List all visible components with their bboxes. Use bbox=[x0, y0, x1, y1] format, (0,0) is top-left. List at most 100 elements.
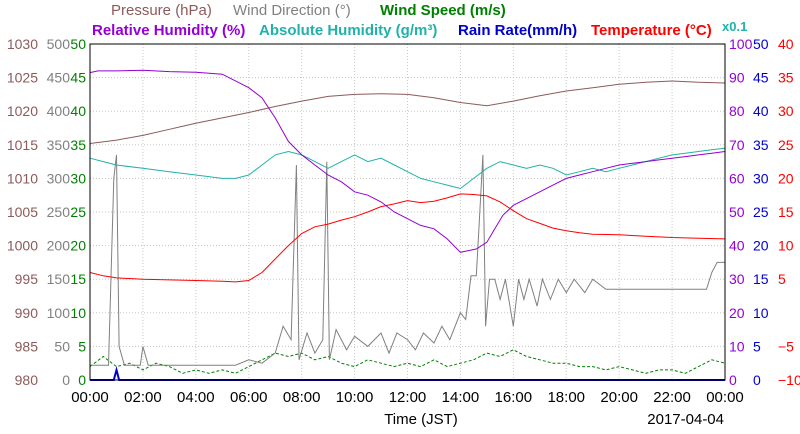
y-tick-label-wind-speed: 50 bbox=[70, 36, 86, 52]
y-tick-label-wind-speed: 45 bbox=[70, 70, 86, 86]
y-tick-label-relative-humidity: 0 bbox=[729, 372, 737, 388]
y-tick-label-pressure: 1020 bbox=[7, 103, 38, 119]
x-tick-label: 00:00 bbox=[706, 389, 744, 406]
y-tick-label-wind-direction: 450 bbox=[47, 70, 71, 86]
y-tick-label-wind-speed: 35 bbox=[70, 137, 86, 153]
y-tick-label-wind-speed: 40 bbox=[70, 103, 86, 119]
y-tick-label-relative-humidity: 80 bbox=[729, 103, 745, 119]
y-tick-label-pressure: 1005 bbox=[7, 204, 38, 220]
x-tick-label: 16:00 bbox=[495, 389, 533, 406]
y-tick-label-relative-humidity: 60 bbox=[729, 170, 745, 186]
series-line-relative-humidity bbox=[89, 69, 726, 253]
series-line-wind-direction bbox=[90, 154, 725, 366]
y-tick-label-temperature: 10 bbox=[778, 238, 794, 254]
series-line-wind-speed bbox=[89, 349, 726, 374]
y-tick-label-pressure: 1000 bbox=[7, 238, 38, 254]
y-tick-label-wind-speed: 0 bbox=[78, 372, 86, 388]
y-tick-label-rain-rate: 25 bbox=[753, 204, 769, 220]
series-line-absolute-humidity bbox=[89, 147, 726, 190]
legend-wind-direction: Wind Direction (°) bbox=[233, 2, 351, 19]
x-tick-label: 22:00 bbox=[653, 389, 691, 406]
grid bbox=[90, 44, 725, 380]
y-tick-label-temperature: 5 bbox=[778, 271, 786, 287]
y-tick-label-temperature: 35 bbox=[778, 70, 794, 86]
y-tick-label-pressure: 1030 bbox=[7, 36, 38, 52]
legend-absolute-humidity: Absolute Humidity (g/m³) bbox=[259, 22, 437, 39]
series-line-temperature bbox=[89, 193, 726, 283]
legend-wind-speed: Wind Speed (m/s) bbox=[380, 2, 506, 19]
y-tick-label-wind-direction: 50 bbox=[54, 338, 70, 354]
x-tick-label: 04:00 bbox=[177, 389, 215, 406]
x-tick-label: 14:00 bbox=[442, 389, 480, 406]
y-tick-label-wind-speed: 25 bbox=[70, 204, 86, 220]
y-tick-label-pressure: 1010 bbox=[7, 170, 38, 186]
series-line-pressure bbox=[89, 80, 726, 144]
x-tick-label: 10:00 bbox=[336, 389, 374, 406]
legend-relative-humidity: Relative Humidity (%) bbox=[92, 22, 245, 39]
y-tick-label-wind-direction: 0 bbox=[62, 372, 70, 388]
y-tick-label-rain-rate: 35 bbox=[753, 137, 769, 153]
x-axis-title: Time (JST) bbox=[384, 411, 458, 428]
y-tick-label-wind-speed: 10 bbox=[70, 305, 86, 321]
legend-multiplier: x0.1 bbox=[722, 19, 747, 34]
y-tick-label-wind-speed: 20 bbox=[70, 238, 86, 254]
y-tick-label-temperature: −10 bbox=[778, 372, 800, 388]
y-tick-label-temperature: 40 bbox=[778, 36, 794, 52]
y-axes: 1030102510201015101010051000995990985980… bbox=[7, 36, 800, 388]
x-tick-label: 02:00 bbox=[124, 389, 162, 406]
y-tick-label-pressure: 1025 bbox=[7, 70, 38, 86]
y-tick-label-relative-humidity: 100 bbox=[729, 36, 753, 52]
y-tick-label-temperature: 20 bbox=[778, 170, 794, 186]
legend-temperature: Temperature (°C) bbox=[591, 22, 712, 39]
y-tick-label-relative-humidity: 90 bbox=[729, 70, 745, 86]
y-tick-label-pressure: 995 bbox=[15, 271, 39, 287]
y-tick-label-wind-direction: 150 bbox=[47, 271, 71, 287]
y-tick-label-pressure: 985 bbox=[15, 338, 39, 354]
y-tick-label-rain-rate: 45 bbox=[753, 70, 769, 86]
y-tick-label-wind-speed: 15 bbox=[70, 271, 86, 287]
y-tick-label-wind-speed: 5 bbox=[78, 338, 86, 354]
x-tick-label: 18:00 bbox=[547, 389, 585, 406]
plot-frame bbox=[89, 43, 726, 381]
y-tick-label-temperature: 25 bbox=[778, 137, 794, 153]
y-tick-label-wind-speed: 30 bbox=[70, 170, 86, 186]
y-tick-label-wind-direction: 350 bbox=[47, 137, 71, 153]
y-tick-label-rain-rate: 15 bbox=[753, 271, 769, 287]
y-tick-label-relative-humidity: 10 bbox=[729, 338, 745, 354]
y-tick-label-relative-humidity: 40 bbox=[729, 238, 745, 254]
y-tick-label-temperature: 15 bbox=[778, 204, 794, 220]
y-tick-label-wind-direction: 100 bbox=[47, 305, 71, 321]
y-tick-label-rain-rate: 0 bbox=[753, 372, 761, 388]
x-tick-label: 08:00 bbox=[283, 389, 321, 406]
x-tick-label: 20:00 bbox=[600, 389, 638, 406]
y-tick-label-relative-humidity: 50 bbox=[729, 204, 745, 220]
x-tick-label: 12:00 bbox=[389, 389, 427, 406]
y-tick-label-rain-rate: 30 bbox=[753, 170, 769, 186]
y-tick-label-rain-rate: 40 bbox=[753, 103, 769, 119]
y-tick-label-temperature: 30 bbox=[778, 103, 794, 119]
y-tick-label-wind-direction: 200 bbox=[47, 238, 71, 254]
y-tick-label-rain-rate: 20 bbox=[753, 238, 769, 254]
y-tick-label-wind-direction: 500 bbox=[47, 36, 71, 52]
y-tick-label-pressure: 1015 bbox=[7, 137, 38, 153]
y-tick-label-rain-rate: 10 bbox=[753, 305, 769, 321]
y-tick-label-wind-direction: 250 bbox=[47, 204, 71, 220]
y-tick-label-temperature: −5 bbox=[778, 338, 794, 354]
x-tick-label: 06:00 bbox=[230, 389, 268, 406]
x-axis: 00:00 02:00 04:00 06:00 08:00 10:00 12:00 14:00… bbox=[71, 389, 744, 406]
date-label: 2017-04-04 bbox=[647, 411, 724, 428]
legend-pressure: Pressure (hPa) bbox=[111, 2, 212, 19]
x-tick-label: 00:00 bbox=[71, 389, 109, 406]
legend-rain-rate: Rain Rate(mm/h) bbox=[458, 22, 577, 39]
y-tick-label-pressure: 990 bbox=[15, 305, 39, 321]
y-tick-label-wind-direction: 400 bbox=[47, 103, 71, 119]
y-tick-label-relative-humidity: 30 bbox=[729, 271, 745, 287]
y-tick-label-wind-direction: 300 bbox=[47, 170, 71, 186]
y-tick-label-rain-rate: 50 bbox=[753, 36, 769, 52]
y-tick-label-pressure: 980 bbox=[15, 372, 39, 388]
y-tick-label-relative-humidity: 20 bbox=[729, 305, 745, 321]
y-tick-label-relative-humidity: 70 bbox=[729, 137, 745, 153]
y-tick-label-rain-rate: 5 bbox=[753, 338, 761, 354]
